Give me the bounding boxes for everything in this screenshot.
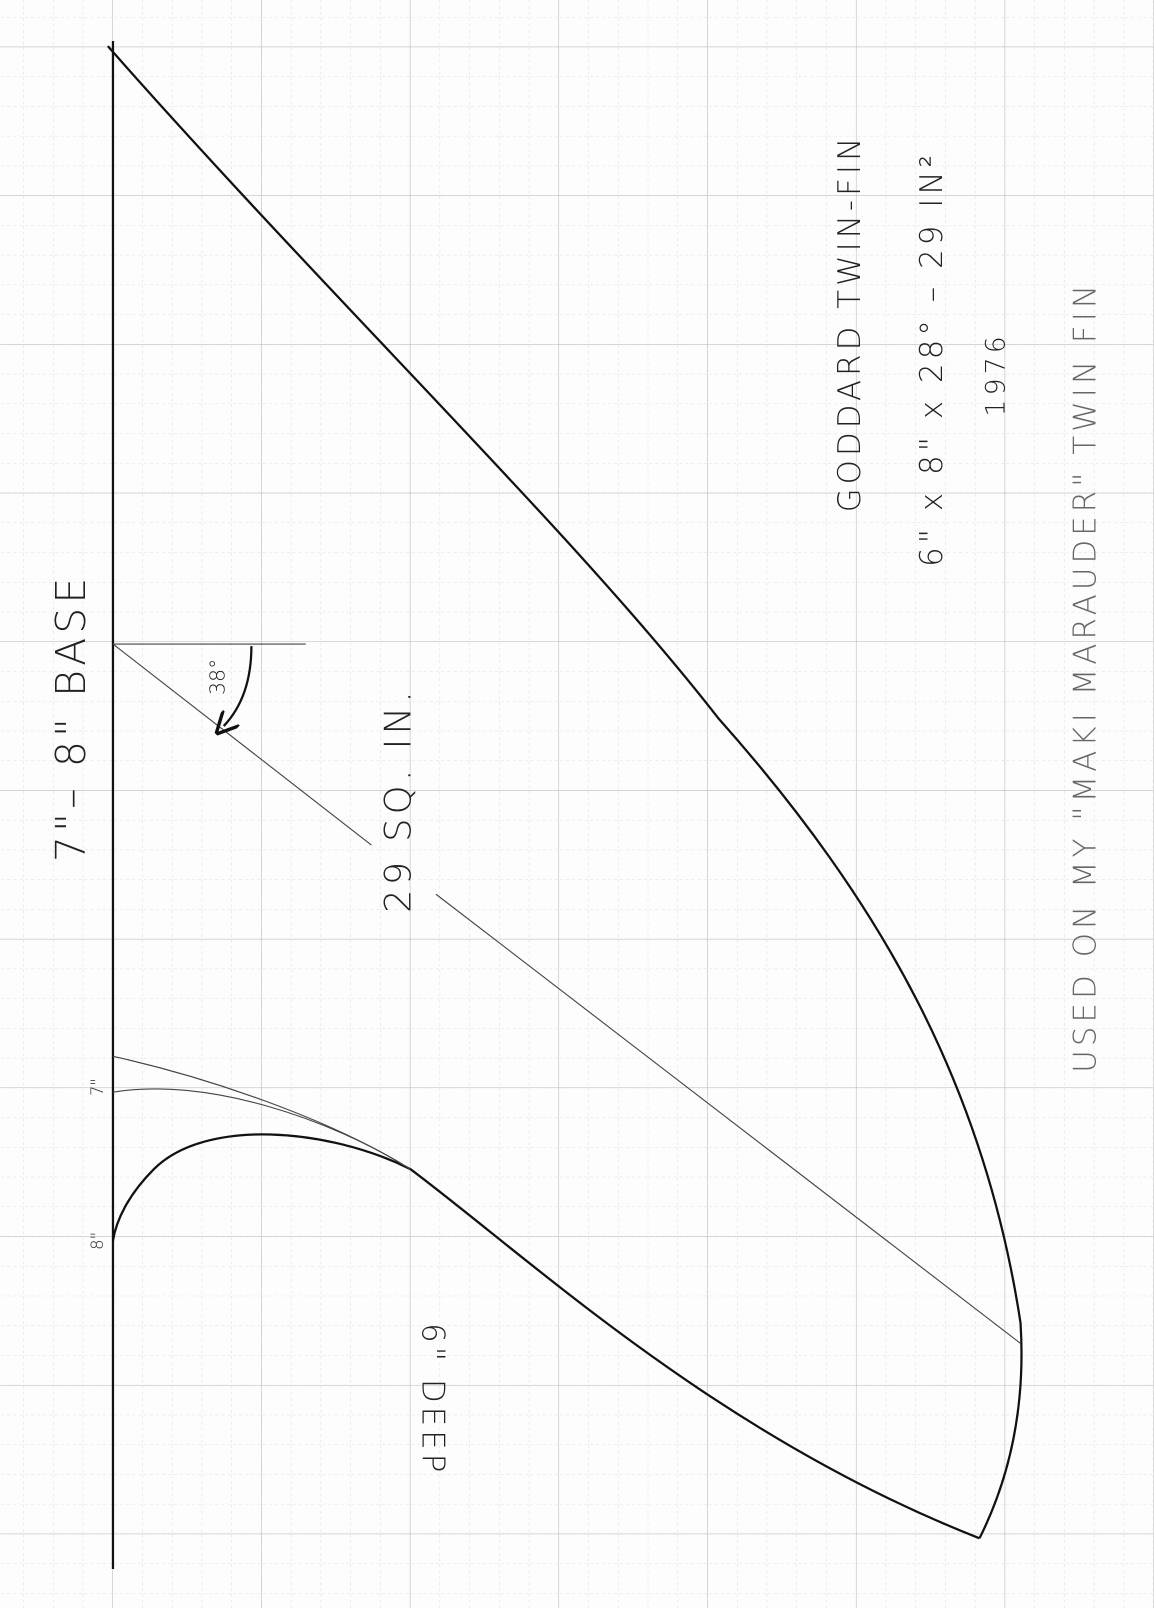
- usage-note: USED ON MY "MAKI MARAUDER" TWIN FIN: [1068, 281, 1104, 1073]
- depth-label: 6" DEEP: [414, 1323, 450, 1476]
- area-label: 29 SQ. IN.: [377, 687, 420, 913]
- rake-line: [112, 643, 372, 846]
- mark-7: 7": [88, 1078, 107, 1096]
- mark-8: 8": [88, 1232, 107, 1250]
- trailing-edge-alt: [112, 1055, 411, 1170]
- spec: 6" x 8" x 28° – 29 IN²: [914, 151, 950, 567]
- year: 1976: [980, 332, 1011, 416]
- leading-edge: [106, 45, 1023, 1539]
- angle-arc: [224, 646, 253, 726]
- rake-extension: [435, 893, 1021, 1344]
- angle-label: 38°: [206, 659, 230, 695]
- title: GODDARD TWIN-FIN: [832, 134, 868, 512]
- base-label: 7"– 8" BASE: [47, 574, 95, 862]
